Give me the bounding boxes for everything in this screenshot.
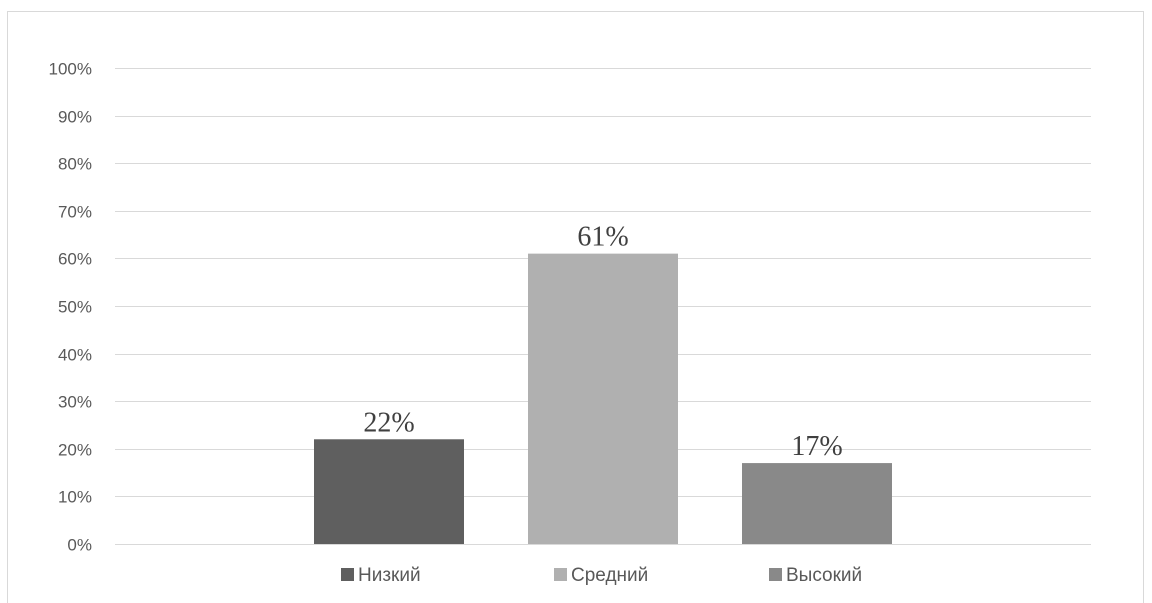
bar-3	[742, 463, 892, 544]
legend-label: Высокий	[786, 565, 862, 586]
data-label: 61%	[577, 222, 628, 253]
y-tick-label: 30%	[58, 393, 92, 412]
y-tick-label: 80%	[58, 155, 92, 174]
y-tick-label: 10%	[58, 488, 92, 507]
y-axis-tick-labels: 0% 10% 20% 30% 40% 50% 60% 70% 80% 90% 100%	[49, 60, 92, 555]
y-tick-label: 50%	[58, 298, 92, 317]
legend-swatch	[341, 568, 354, 581]
legend-label: Низкий	[358, 565, 421, 586]
y-tick-label: 40%	[58, 346, 92, 365]
legend-item: Средний	[554, 565, 648, 586]
y-tick-label: 0%	[67, 536, 92, 555]
data-label: 17%	[791, 431, 842, 462]
y-tick-label: 70%	[58, 203, 92, 222]
bars	[314, 253, 892, 544]
data-label: 22%	[363, 407, 414, 438]
legend-swatch	[554, 568, 567, 581]
legend-label: Средний	[571, 565, 648, 586]
y-tick-label: 60%	[58, 250, 92, 269]
data-labels: 22% 61% 17%	[363, 222, 842, 462]
y-tick-label: 90%	[58, 108, 92, 127]
y-tick-label: 100%	[49, 60, 92, 79]
bar-2	[528, 253, 678, 544]
bar-1	[314, 439, 464, 544]
legend-item: Высокий	[769, 565, 862, 586]
y-tick-label: 20%	[58, 441, 92, 460]
legend-swatch	[769, 568, 782, 581]
legend: Низкий Средний Высокий	[341, 565, 862, 586]
legend-item: Низкий	[341, 565, 421, 586]
